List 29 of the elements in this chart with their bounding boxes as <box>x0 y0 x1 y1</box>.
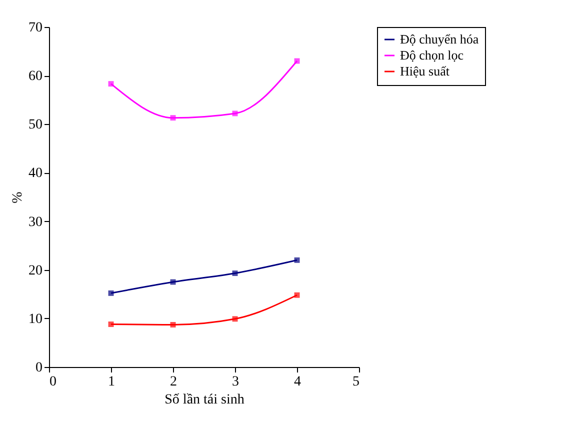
point <box>108 290 114 296</box>
y-tick-label: 10 <box>28 312 42 327</box>
y-tick-label: 40 <box>28 166 42 182</box>
x-tick-label: 3 <box>232 374 239 390</box>
point <box>294 292 300 298</box>
y-tick-label: 30 <box>28 214 42 230</box>
point <box>232 110 238 116</box>
legend-label: Hiệu suất <box>400 64 450 78</box>
point <box>108 322 114 327</box>
point <box>108 81 114 87</box>
y-tick-label: 50 <box>28 118 42 133</box>
x-tick-label: 4 <box>294 374 301 390</box>
y-tick-label: 70 <box>28 20 42 36</box>
x-tick-label: 0 <box>50 374 56 390</box>
y-tick-label: 20 <box>28 263 42 278</box>
x-tick-label: 1 <box>108 374 115 390</box>
x-tick-label: 5 <box>352 374 360 390</box>
legend-label: Độ chuyển hóa <box>400 32 479 46</box>
x-axis-title: Số lần tái sinh <box>164 392 244 408</box>
y-axis-title: % <box>10 191 26 204</box>
x-tick-label: 2 <box>170 374 177 390</box>
y-tick-label: 0 <box>36 360 42 376</box>
y-tick-label: 60 <box>28 69 42 84</box>
legend-label: Độ chọn lọc <box>400 48 464 62</box>
point <box>294 257 300 263</box>
point <box>232 316 238 322</box>
point <box>170 115 176 121</box>
point <box>232 270 238 276</box>
point <box>170 322 176 328</box>
